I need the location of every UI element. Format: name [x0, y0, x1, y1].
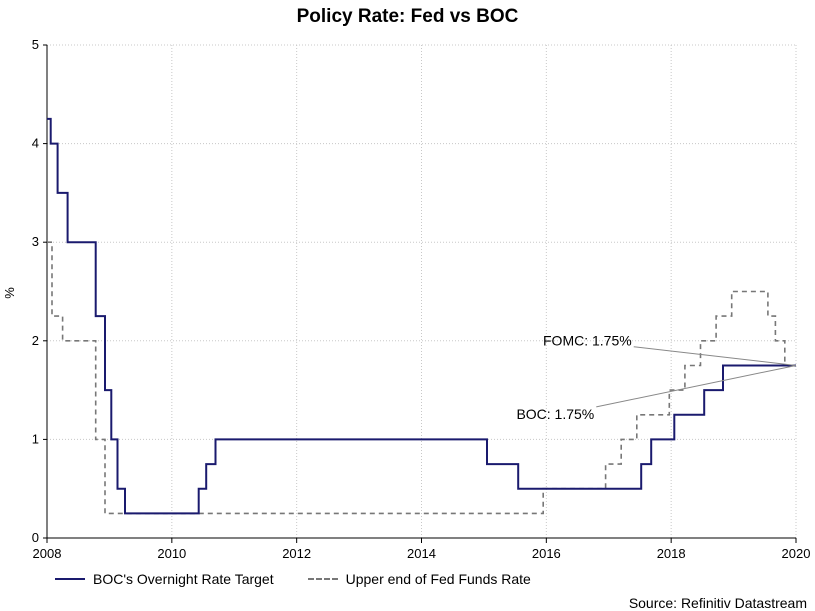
- x-tick-label: 2014: [407, 546, 436, 561]
- y-tick-label: 2: [32, 333, 39, 348]
- series-line-boc: [47, 117, 796, 515]
- x-tick-label: 2018: [657, 546, 686, 561]
- annotation-boc: BOC: 1.75%: [516, 406, 594, 422]
- grid-layer: [47, 44, 797, 538]
- axis-layer: 0 1 2 3 4 5 2008 2010 2012 2014 2016 2018 2020: [32, 37, 811, 561]
- legend-label-fed: Upper end of Fed Funds Rate: [345, 571, 531, 587]
- annotation-fomc: FOMC: 1.75%: [543, 333, 632, 349]
- series-layer: [47, 117, 796, 515]
- y-tick-label: 3: [32, 234, 39, 249]
- annotation-leader-0: [633, 346, 797, 366]
- legend: BOC's Overnight Rate Target Upper end of…: [55, 571, 565, 587]
- annotation-layer: FOMC: 1.75% BOC: 1.75%: [516, 333, 797, 422]
- series-line-fed: [47, 241, 796, 515]
- x-tick-label: 2016: [532, 546, 561, 561]
- x-tick-label: 2020: [782, 546, 811, 561]
- y-axis-label: %: [2, 287, 17, 299]
- source-note: Source: Refinitiv Datastream: [628, 595, 807, 611]
- annotation-leader-1: [596, 364, 797, 408]
- y-tick-label: 4: [32, 136, 39, 151]
- legend-item-boc: BOC's Overnight Rate Target: [55, 571, 274, 587]
- x-tick-label: 2012: [282, 546, 311, 561]
- legend-label-boc: BOC's Overnight Rate Target: [93, 571, 274, 587]
- x-tick-label: 2010: [157, 546, 186, 561]
- y-tick-label: 0: [32, 530, 39, 545]
- y-tick-label: 5: [32, 37, 39, 52]
- x-tick-label: 2008: [33, 546, 62, 561]
- legend-swatch-boc: [55, 578, 85, 580]
- legend-swatch-fed: [307, 578, 338, 580]
- y-tick-label: 1: [32, 431, 39, 446]
- legend-item-fed: Upper end of Fed Funds Rate: [307, 571, 531, 587]
- chart-title: Policy Rate: Fed vs BOC: [296, 6, 519, 27]
